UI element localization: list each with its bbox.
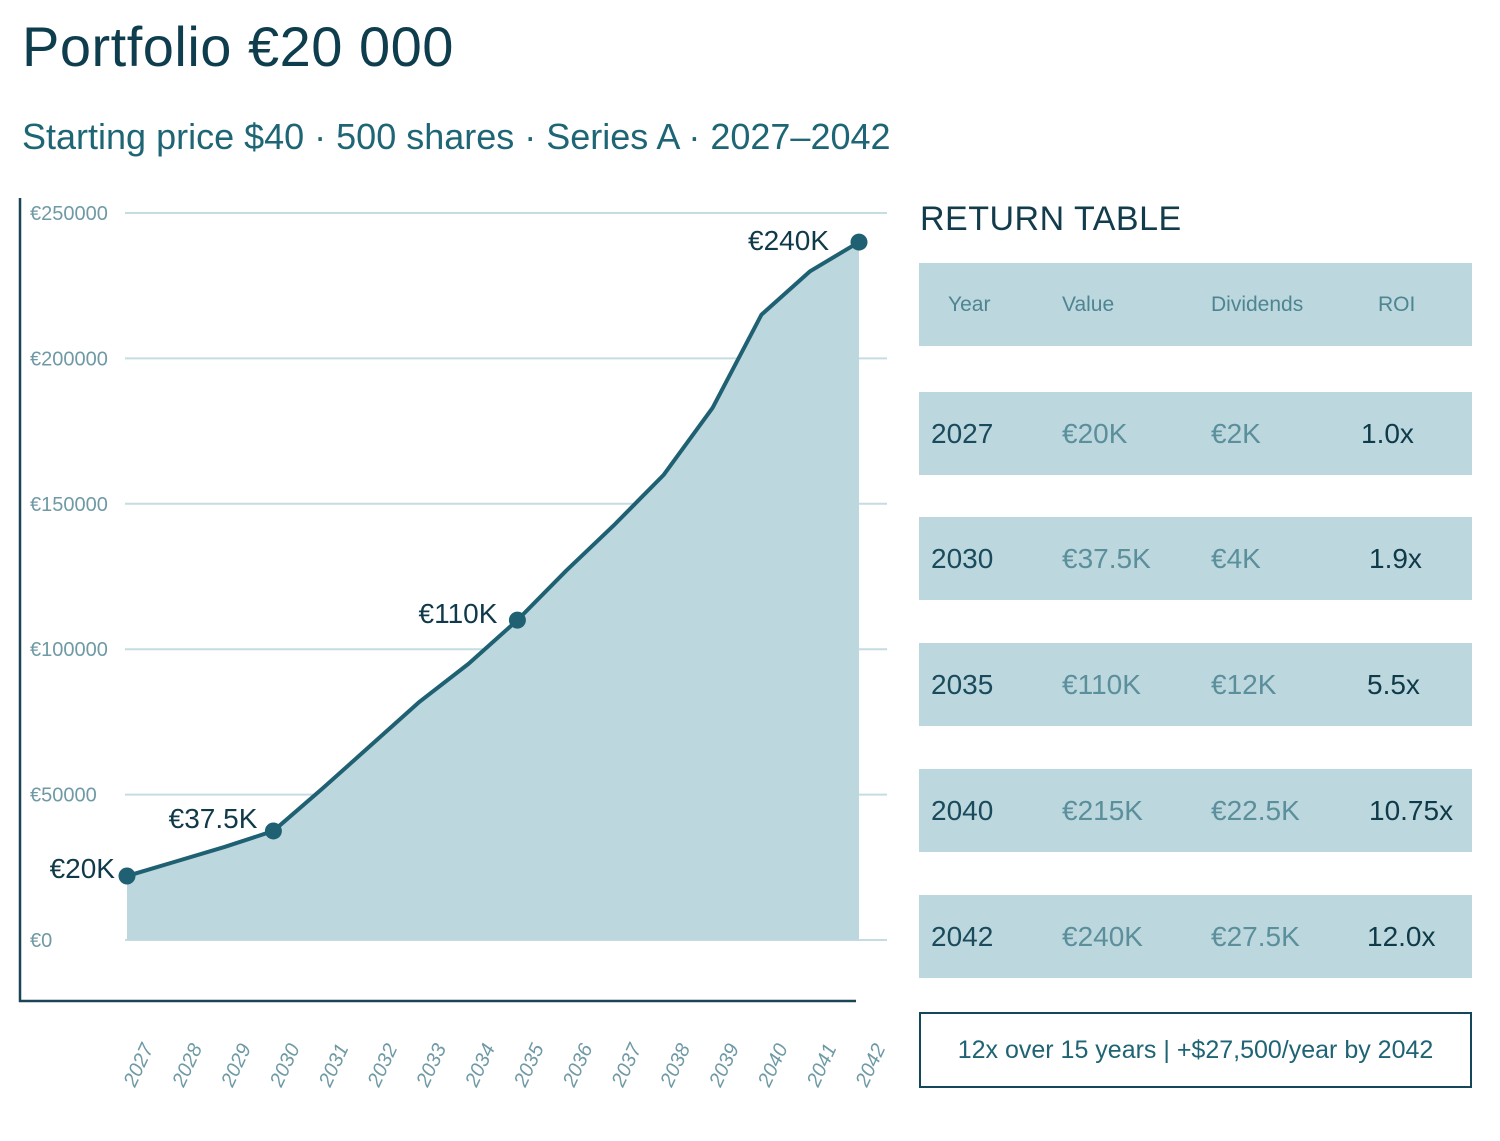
table-row: 2027 €20K €2K 1.0x bbox=[919, 392, 1472, 475]
page-title: Portfolio €20 000 bbox=[22, 15, 454, 78]
data-point-label: €20K bbox=[50, 853, 116, 884]
cell-dividends: €27.5K bbox=[1211, 921, 1300, 952]
cell-roi: 10.75x bbox=[1369, 795, 1454, 826]
data-point-label: €240K bbox=[748, 225, 829, 256]
data-point-marker bbox=[850, 233, 868, 251]
data-point-marker bbox=[118, 867, 136, 885]
y-tick-label: €50000 bbox=[30, 785, 97, 807]
cell-roi: 1.9x bbox=[1369, 543, 1422, 574]
header-roi: ROI bbox=[1378, 293, 1416, 316]
cell-year: 2030 bbox=[931, 543, 994, 574]
cell-roi: 5.5x bbox=[1367, 669, 1420, 700]
cell-year: 2040 bbox=[931, 795, 994, 826]
table-row: 2035 €110K €12K 5.5x bbox=[919, 643, 1472, 726]
data-point-marker bbox=[508, 611, 526, 629]
cell-year: 2027 bbox=[931, 418, 994, 449]
y-tick-label: €200000 bbox=[30, 348, 108, 370]
x-tick-label: 2028 bbox=[168, 1040, 207, 1091]
cell-dividends: €12K bbox=[1211, 669, 1277, 700]
x-tick-label: 2035 bbox=[510, 1040, 550, 1091]
cell-roi: 12.0x bbox=[1367, 921, 1436, 952]
data-point-label: €37.5K bbox=[169, 803, 258, 834]
summary-box: 12x over 15 years | +$27,500/year by 204… bbox=[919, 1012, 1472, 1088]
header-year: Year bbox=[948, 293, 991, 316]
x-tick-label: 2040 bbox=[754, 1040, 793, 1091]
x-tick-label: 2034 bbox=[461, 1040, 500, 1091]
cell-value: €20K bbox=[1062, 418, 1128, 449]
cell-dividends: €4K bbox=[1211, 543, 1261, 574]
y-tick-label: €0 bbox=[30, 930, 52, 952]
table-row: 2030 €37.5K €4K 1.9x bbox=[919, 517, 1472, 600]
y-tick-label: €150000 bbox=[30, 494, 108, 516]
x-tick-label: 2036 bbox=[558, 1040, 598, 1091]
cell-year: 2035 bbox=[931, 669, 994, 700]
cell-dividends: €22.5K bbox=[1211, 795, 1300, 826]
y-tick-label: €100000 bbox=[30, 639, 108, 661]
return-table-title: RETURN TABLE bbox=[920, 200, 1182, 238]
x-tick-label: 2031 bbox=[314, 1040, 353, 1091]
cell-value: €110K bbox=[1062, 669, 1141, 700]
return-table-header: Year Value Dividends ROI bbox=[919, 263, 1472, 346]
cell-year: 2042 bbox=[931, 921, 994, 952]
data-point-label: €110K bbox=[419, 598, 498, 629]
page-subtitle: Starting price $40 · 500 shares · Series… bbox=[22, 116, 891, 157]
x-tick-label: 2030 bbox=[266, 1040, 305, 1091]
x-tick-label: 2038 bbox=[656, 1040, 695, 1091]
portfolio-value-chart: €0 €50000 €100000 €150000 €200000 €250000 2027… bbox=[18, 198, 890, 1091]
x-tick-label: 2041 bbox=[802, 1040, 841, 1091]
x-tick-label: 2027 bbox=[119, 1040, 159, 1091]
cell-value: €37.5K bbox=[1062, 543, 1151, 574]
y-tick-label: €250000 bbox=[30, 203, 108, 225]
x-tick-label: 2032 bbox=[363, 1040, 402, 1091]
data-point-marker bbox=[264, 822, 282, 840]
value-line bbox=[126, 240, 861, 878]
table-row: 2042 €240K €27.5K 12.0x bbox=[919, 895, 1472, 978]
cell-roi: 1.0x bbox=[1361, 418, 1414, 449]
cell-value: €215K bbox=[1062, 795, 1143, 826]
area-fill bbox=[127, 242, 859, 940]
x-tick-label: 2033 bbox=[412, 1040, 451, 1091]
x-tick-label: 2039 bbox=[705, 1040, 744, 1091]
x-tick-label: 2037 bbox=[607, 1040, 647, 1091]
x-tick-label: 2042 bbox=[851, 1040, 890, 1091]
table-row: 2040 €215K €22.5K 10.75x bbox=[919, 769, 1472, 852]
header-value: Value bbox=[1062, 293, 1115, 316]
cell-value: €240K bbox=[1062, 921, 1143, 952]
header-dividends: Dividends bbox=[1211, 293, 1304, 316]
x-tick-label: 2029 bbox=[217, 1040, 256, 1091]
cell-dividends: €2K bbox=[1211, 418, 1261, 449]
